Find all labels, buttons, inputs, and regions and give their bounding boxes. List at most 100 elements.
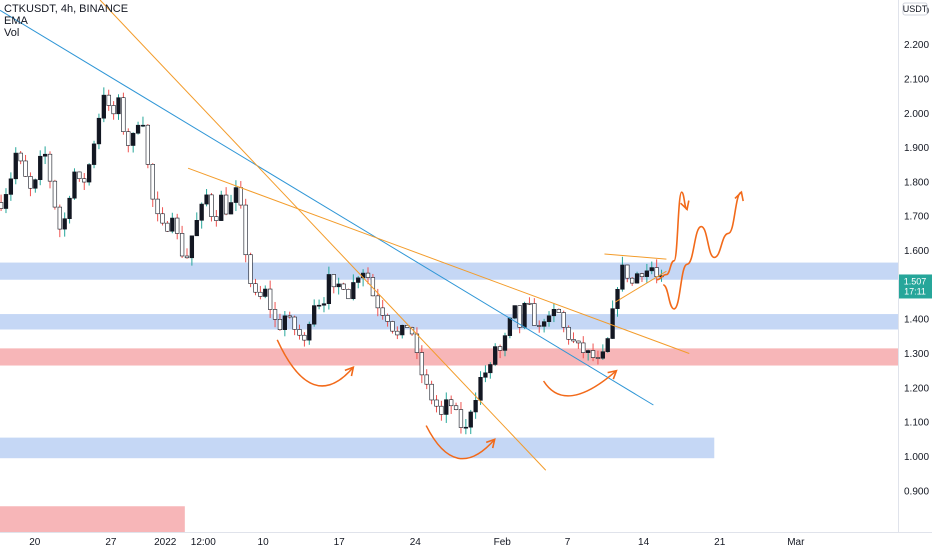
price-zone-1 — [0, 262, 898, 280]
candle-body — [566, 326, 571, 340]
time-tick-label: 21 — [714, 537, 726, 548]
candle-body — [639, 273, 645, 277]
candle-body — [444, 399, 449, 415]
symbol-title[interactable]: CTKUSDT, 4h, BINANCE — [4, 3, 129, 15]
candle-body — [292, 316, 297, 330]
candle-body — [483, 372, 488, 378]
candle-body — [23, 160, 28, 177]
price-zone-5 — [0, 506, 185, 532]
red-arrow-projection-dip-up-arrowhead — [734, 190, 744, 202]
candle-body — [493, 346, 498, 365]
candle-body — [28, 176, 33, 189]
price-tick-label: 1.000 — [904, 452, 929, 463]
candle-body — [277, 319, 283, 330]
candle-body — [155, 198, 160, 215]
candle-body — [219, 194, 224, 221]
candle-body — [546, 315, 552, 322]
price-axis[interactable]: 2.3002.2002.1002.0001.9001.8001.7001.600… — [904, 6, 929, 498]
last-price-tag: 1.507 17:11 — [899, 274, 932, 299]
time-tick-label: 24 — [410, 537, 422, 548]
candle-body — [204, 194, 209, 205]
currency-tag-label: USDT — [903, 4, 928, 14]
candle-body — [419, 352, 424, 376]
time-tick-label: 2022 — [154, 537, 177, 548]
candle-body — [326, 274, 332, 305]
candle-body — [586, 350, 591, 353]
candle-body — [135, 124, 141, 134]
candle-body — [209, 194, 214, 217]
time-tick-label: 17 — [334, 537, 346, 548]
candle-body — [96, 117, 102, 145]
candlestick-series — [0, 87, 664, 435]
candle-body — [214, 216, 219, 221]
candle-body — [13, 152, 18, 180]
blue-descending-trendline — [0, 9, 654, 406]
candle-body — [532, 303, 537, 326]
candle-body — [145, 124, 151, 165]
candle-body — [184, 255, 190, 259]
candle-body — [463, 426, 468, 429]
volume-indicator-label[interactable]: Vol — [4, 27, 20, 39]
orange-wedge-upper — [604, 253, 667, 260]
candle-body — [615, 288, 620, 309]
candle-body — [571, 339, 576, 342]
candle-body — [33, 179, 38, 189]
price-zone-3 — [0, 348, 898, 366]
candle-body — [595, 357, 601, 359]
candle-body — [365, 272, 371, 278]
candle-body — [424, 374, 429, 385]
candle-body — [179, 233, 185, 257]
candle-body — [620, 264, 625, 290]
candle-body — [331, 274, 336, 288]
chart-legend: CTKUSDT, 4h, BINANCE EMA Vol — [4, 3, 128, 39]
currency-tag: USDT — [902, 2, 928, 16]
candle-body — [82, 178, 87, 183]
candle-body — [356, 277, 361, 283]
candle-body — [233, 187, 239, 203]
orange-steep-trendline — [99, 0, 547, 471]
candle-body — [434, 399, 439, 407]
ema-indicator-label[interactable]: EMA — [4, 15, 28, 27]
candle-body — [282, 315, 287, 330]
candle-body — [302, 334, 307, 341]
candle-body — [131, 132, 136, 146]
price-tick-label: 1.200 — [904, 383, 929, 394]
price-tick-label: 2.100 — [904, 74, 929, 85]
candle-body — [316, 304, 322, 307]
candle-body — [341, 283, 346, 290]
candle-body — [3, 194, 9, 209]
candle-body — [111, 105, 116, 115]
support-resistance-zones — [0, 262, 898, 532]
bar-countdown: 17:11 — [904, 286, 926, 296]
candle-body — [67, 197, 72, 219]
orange-arc-right-arrowhead — [607, 369, 618, 380]
candle-body — [140, 124, 146, 127]
candle-body — [77, 171, 82, 180]
candle-body — [116, 97, 121, 115]
candle-body — [243, 204, 248, 256]
candle-body — [312, 305, 317, 325]
candle-body — [541, 321, 547, 327]
candle-body — [488, 364, 493, 374]
candle-body — [258, 291, 263, 297]
candle-body — [189, 235, 195, 259]
candle-body — [400, 324, 405, 336]
time-tick-label: 27 — [105, 537, 117, 548]
candle-body — [502, 335, 508, 351]
candle-body — [91, 143, 97, 165]
time-axis[interactable]: 20 27 2022 12:00 10 17 24 Feb 7 14 21 Mar — [29, 537, 805, 548]
candle-body — [605, 338, 610, 353]
price-zone-4 — [0, 437, 715, 459]
time-tick-label: 20 — [29, 537, 41, 548]
last-price-value: 1.507 — [904, 276, 927, 286]
time-tick-label: 7 — [565, 537, 571, 548]
candle-body — [439, 405, 444, 415]
candle-body — [87, 164, 92, 183]
candle-body — [307, 323, 312, 341]
candle-body — [287, 315, 292, 318]
candle-body — [268, 288, 273, 310]
candle-body — [527, 302, 532, 305]
candle-body — [8, 178, 14, 195]
candle-body — [390, 321, 395, 332]
